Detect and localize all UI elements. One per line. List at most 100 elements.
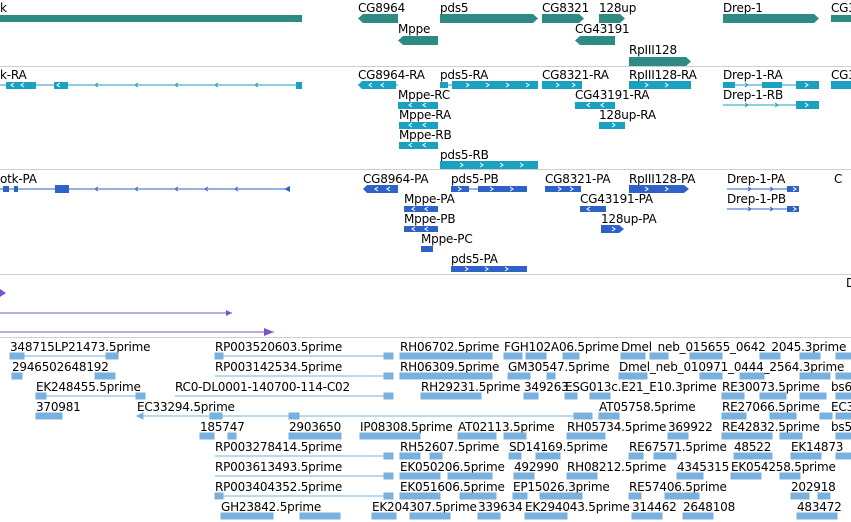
est-label[interactable]: RC0-DL0001-140700-114-C02 <box>175 380 350 394</box>
transcript-label[interactable]: Drep-1-RA <box>723 68 783 82</box>
est-label[interactable]: 2903650 <box>289 420 342 434</box>
protein-label[interactable]: RpIII128-PA <box>629 172 696 186</box>
est-label[interactable]: RP003613493.5prime <box>215 460 343 474</box>
est-label[interactable]: 4345315 <box>677 460 730 474</box>
gene-feature[interactable] <box>599 14 625 23</box>
protein-label[interactable]: CG8321-PA <box>545 172 611 186</box>
gene-feature[interactable] <box>398 36 438 45</box>
est-label[interactable]: RE57406.5prime <box>629 480 727 494</box>
est-label[interactable]: Dmel_neb_015655_0642_2045.3prime <box>621 340 847 354</box>
protein-label[interactable]: CG8964-PA <box>363 172 429 186</box>
gene-label[interactable]: RpIII128 <box>629 43 677 57</box>
gene-feature[interactable] <box>575 36 615 45</box>
est-label[interactable]: GM30547.5prime <box>508 360 610 374</box>
gene-label[interactable]: CG8964 <box>358 1 406 15</box>
est-label[interactable]: RP003142534.5prime <box>215 360 343 374</box>
est-label[interactable]: 185747 <box>200 420 245 434</box>
est-label[interactable]: RH29231.5prime <box>421 380 521 394</box>
est-label[interactable]: EP15026.3prime <box>513 480 610 494</box>
gene-feature[interactable] <box>831 15 851 22</box>
gene-feature[interactable] <box>542 14 584 23</box>
gene-label[interactable]: CG43191 <box>575 22 630 36</box>
gene-feature[interactable] <box>358 14 398 23</box>
transcript-label[interactable]: 128up-RA <box>599 108 656 122</box>
transcript-label[interactable]: Mppe-RC <box>398 88 451 102</box>
est-features[interactable] <box>0 337 851 522</box>
protein-label[interactable]: 128up-PA <box>601 212 657 226</box>
est-label[interactable]: EK051606.5prime <box>400 480 505 494</box>
est-label[interactable]: EK294043.5prime <box>525 500 630 514</box>
est-label[interactable]: EK054258.5prime <box>731 460 836 474</box>
transcript-label[interactable]: pds5-RB <box>440 148 489 162</box>
purple-feature[interactable] <box>0 280 851 336</box>
est-label[interactable]: AT05758.5prime <box>599 400 696 414</box>
transcript-label[interactable]: Mppe-RA <box>399 108 451 122</box>
transcript-label[interactable]: Mppe-RB <box>399 128 452 142</box>
gene-label[interactable]: pds5 <box>440 1 469 15</box>
gene-feature[interactable] <box>440 14 538 23</box>
gene-label[interactable]: 128up <box>599 1 637 15</box>
est-label[interactable]: 483472 <box>797 500 842 514</box>
est-label[interactable]: 202918 <box>791 480 836 494</box>
est-label[interactable]: RE30073.5prime <box>722 380 820 394</box>
est-label[interactable]: FGH102A06.5prime <box>504 340 619 354</box>
protein-label[interactable]: Mppe-PC <box>421 232 473 246</box>
track-label[interactable]: D <box>846 276 851 290</box>
protein-label[interactable]: C <box>834 172 843 186</box>
est-label[interactable]: RE42832.5prime <box>722 420 820 434</box>
est-label[interactable]: EC33294.5prime <box>137 400 235 414</box>
transcript-label[interactable]: CG8964-RA <box>358 68 425 82</box>
protein-label[interactable]: Mppe-PA <box>404 192 455 206</box>
est-label[interactable]: bs6 <box>831 380 851 394</box>
est-label[interactable]: 314462 <box>632 500 677 514</box>
est-label[interactable]: RH52607.5prime <box>400 440 500 454</box>
est-label[interactable]: EC3 <box>831 400 851 414</box>
est-label[interactable]: 339634 <box>478 500 523 514</box>
est-label[interactable]: 2946502648192 <box>12 360 109 374</box>
est-label[interactable]: 349263 <box>524 380 569 394</box>
protein-feature[interactable] <box>0 0 851 275</box>
gene-label[interactable]: CG8321 <box>542 1 590 15</box>
est-label[interactable]: AT02113.5prime <box>458 420 555 434</box>
gene-label[interactable]: Mppe <box>398 22 431 36</box>
transcript-label[interactable]: CG43191-RA <box>575 88 650 102</box>
transcript-label[interactable]: RpIII128-RA <box>629 68 697 82</box>
est-label[interactable]: RH08212.5prime <box>567 460 667 474</box>
protein-label[interactable]: Drep-1-PA <box>727 172 786 186</box>
est-label[interactable]: EK204307.5prime <box>372 500 477 514</box>
gene-label[interactable]: k <box>0 1 7 15</box>
est-label[interactable]: RE67571.5prime <box>629 440 727 454</box>
transcript-label[interactable]: CG8321-RA <box>542 68 609 82</box>
est-label[interactable]: 348715LP21473.5prime <box>10 340 151 354</box>
protein-label[interactable]: Mppe-PB <box>404 212 456 226</box>
est-label[interactable]: EK248455.5prime <box>36 380 141 394</box>
est-label[interactable]: bs5 <box>831 420 851 434</box>
est-label[interactable]: RE27066.5prime <box>722 400 820 414</box>
est-label[interactable]: GH23842.5prime <box>221 500 322 514</box>
est-label[interactable]: RH05734.5prime <box>567 420 667 434</box>
est-label[interactable]: RP003520603.5prime <box>215 340 343 354</box>
transcript-label[interactable]: k-RA <box>0 68 27 82</box>
est-label[interactable]: RP003278414.5prime <box>215 440 343 454</box>
protein-label[interactable]: otk-PA <box>0 172 37 186</box>
transcript-label[interactable]: pds5-RA <box>440 68 489 82</box>
gene-feature[interactable] <box>723 14 819 23</box>
transcript-label[interactable]: Drep-1-RB <box>723 88 783 102</box>
transcript-label[interactable]: CG3 <box>831 68 851 82</box>
protein-label[interactable]: Drep-1-PB <box>727 192 786 206</box>
protein-label[interactable]: pds5-PA <box>451 252 498 266</box>
gene-label[interactable]: Drep-1 <box>723 1 763 15</box>
est-label[interactable]: RP003404352.5prime <box>215 480 343 494</box>
est-label[interactable]: Dmel_neb_010971_0444_2564.3prime <box>619 360 845 374</box>
est-label[interactable]: 369922 <box>668 420 713 434</box>
est-label[interactable]: SD14169.5prime <box>509 440 608 454</box>
est-label[interactable]: IP08308.5prime <box>360 420 453 434</box>
protein-label[interactable]: pds5-PB <box>451 172 499 186</box>
transcript-feature[interactable] <box>0 0 851 170</box>
gene-feature[interactable] <box>629 57 691 66</box>
gene-label[interactable]: CG3 <box>831 1 851 15</box>
est-label[interactable]: 2648108 <box>683 500 736 514</box>
protein-label[interactable]: CG43191-PA <box>580 192 653 206</box>
est-label[interactable]: ESG013c.E21_E10.3prime <box>565 380 717 394</box>
est-label[interactable]: RH06309.5prime <box>400 360 500 374</box>
